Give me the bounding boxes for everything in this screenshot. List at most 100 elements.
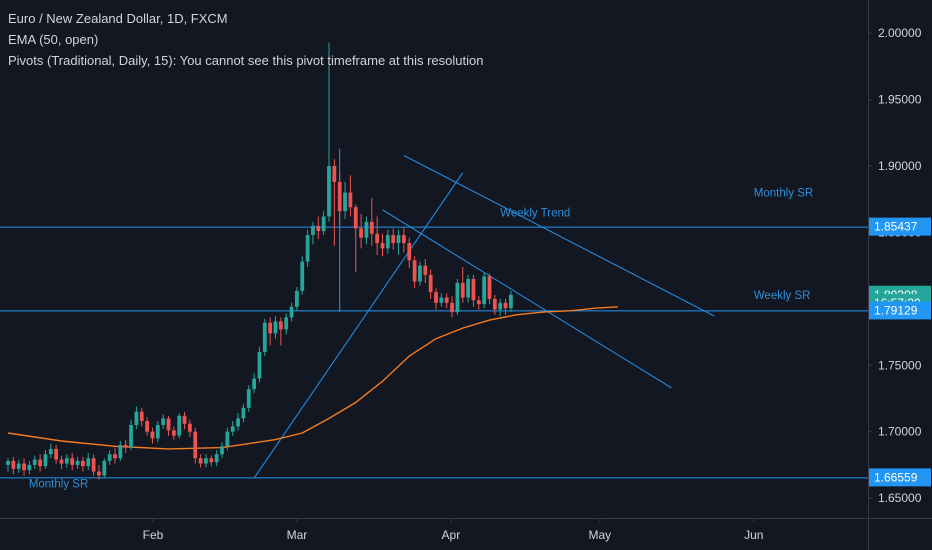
- candle-body: [300, 261, 305, 291]
- candle-body: [391, 235, 396, 244]
- candle-43: [236, 413, 240, 431]
- candle-76: [412, 256, 417, 289]
- candle-body: [102, 460, 107, 476]
- candle-18: [102, 458, 107, 479]
- price-label-bg: [869, 468, 931, 487]
- candle-5: [32, 455, 37, 469]
- x-tick-label-feb: Feb: [143, 528, 164, 542]
- candle-63: [343, 181, 347, 220]
- candle-90: [487, 273, 492, 305]
- trend-line-2: [382, 209, 672, 389]
- candle-body: [353, 207, 358, 229]
- candle-body: [450, 302, 454, 313]
- y-tick-label: 1.70000: [878, 425, 922, 439]
- trend-line-0: [253, 172, 464, 479]
- pivots-legend[interactable]: Pivots (Traditional, Daily, 15): You can…: [8, 53, 484, 68]
- candle-58: [316, 216, 321, 240]
- candle-6: [38, 454, 42, 472]
- candle-body: [145, 421, 149, 432]
- candle-7: [43, 450, 48, 469]
- candle-body: [369, 221, 374, 234]
- time-axis[interactable]: Feb Mar Apr May Jun: [143, 518, 764, 542]
- candle-body: [59, 459, 64, 464]
- candle-57: [311, 221, 315, 245]
- candle-13: [75, 456, 80, 469]
- candle-19: [107, 450, 112, 465]
- candle-body: [22, 463, 26, 471]
- chart-legend: Euro / New Zealand Dollar, 1D, FXCM EMA …: [8, 8, 483, 71]
- sr-label-1: Weekly SR: [754, 290, 811, 302]
- candle-body: [75, 460, 80, 465]
- candle-body: [284, 317, 289, 330]
- candle-64: [348, 175, 353, 217]
- candle-body: [91, 458, 96, 472]
- candle-67: [364, 216, 369, 245]
- annotations: Monthly SR Weekly SR Monthly SR Weekly Tren…: [29, 188, 813, 491]
- candle-body: [503, 302, 508, 309]
- y-tick-label: 1.75000: [878, 358, 922, 372]
- trend-label-1: Weekly Trend: [500, 207, 570, 219]
- candle-49: [268, 317, 273, 346]
- candle-44: [241, 403, 246, 423]
- candle-60: [327, 42, 331, 222]
- candle-body: [289, 306, 294, 318]
- candle-83: [450, 296, 454, 318]
- candle-body: [81, 460, 85, 467]
- candle-82: [444, 293, 449, 309]
- candle-54: [295, 286, 299, 311]
- candle-10: [59, 455, 64, 469]
- candle-body: [455, 282, 460, 313]
- candle-47: [257, 346, 262, 383]
- candle-35: [193, 427, 198, 464]
- candle-12: [70, 452, 75, 471]
- price-label-text: 1.66559: [874, 470, 918, 484]
- horizontal-lines: [0, 226, 868, 479]
- candle-body: [225, 431, 230, 447]
- candle-body: [193, 431, 198, 459]
- candle-62: [337, 172, 342, 226]
- y-tick-label: 1.90000: [878, 159, 922, 173]
- candle-32: [177, 413, 182, 439]
- candle-body: [273, 321, 278, 334]
- candle-52: [284, 313, 289, 335]
- candle-body: [278, 321, 283, 330]
- candle-73: [396, 229, 401, 256]
- candle-61: [332, 159, 337, 246]
- candle-body: [343, 192, 347, 212]
- candle-body: [375, 233, 380, 244]
- candle-53: [289, 302, 294, 322]
- candle-body: [139, 411, 144, 422]
- ema-series: [7, 306, 618, 450]
- y-tick-label: 1.95000: [878, 93, 922, 107]
- candle-body: [487, 276, 492, 299]
- candle-body: [6, 460, 10, 465]
- symbol-title[interactable]: Euro / New Zealand Dollar, 1D, FXCM: [8, 11, 228, 26]
- candle-65: [353, 204, 358, 273]
- price-label-text: 1.85437: [874, 220, 918, 234]
- candle-24: [134, 406, 139, 430]
- candle-50: [273, 316, 278, 339]
- x-tick-label-jun: Jun: [744, 528, 763, 542]
- candle-body: [316, 225, 321, 232]
- candles: [6, 42, 513, 480]
- candle-42: [230, 421, 235, 436]
- candle-body: [54, 448, 59, 460]
- candle-34: [188, 419, 192, 437]
- candle-14: [81, 456, 85, 472]
- candle-body: [407, 243, 412, 261]
- candle-92: [498, 298, 503, 317]
- price-label-0: 1.85437: [869, 217, 931, 236]
- candle-68: [369, 197, 374, 246]
- candle-85: [460, 266, 465, 303]
- candle-body: [327, 166, 331, 217]
- candle-body: [230, 426, 235, 432]
- candle-93: [503, 298, 508, 315]
- candle-17: [97, 464, 101, 480]
- candle-70: [380, 233, 385, 257]
- candle-body: [209, 458, 214, 463]
- ema-legend[interactable]: EMA (50, open): [8, 32, 99, 47]
- candle-69: [375, 216, 380, 256]
